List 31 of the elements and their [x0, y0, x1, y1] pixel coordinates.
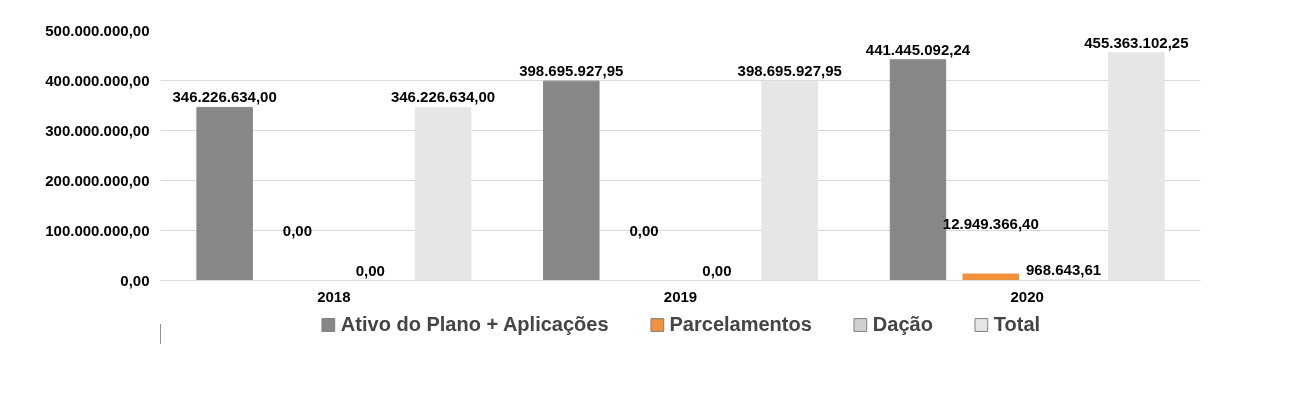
legend-label: Total — [993, 312, 1041, 336]
y-tick-label: 200.000.000,00 — [45, 171, 150, 189]
bar — [543, 80, 600, 281]
legend-label: Dação — [872, 312, 933, 336]
data-label: 0,00 — [702, 261, 732, 279]
bar — [414, 106, 472, 281]
bar — [196, 106, 253, 281]
x-tick-label: 2019 — [663, 287, 698, 305]
data-label: 441.445.092,24 — [865, 40, 971, 58]
bar — [962, 273, 1019, 281]
data-label: 346.226.634,00 — [390, 88, 496, 106]
y-tick-label: 100.000.000,00 — [45, 221, 150, 239]
data-label: 398.695.927,95 — [519, 62, 624, 80]
data-label: 455.363.102,25 — [1084, 33, 1189, 51]
y-tick-label: 500.000.000,00 — [45, 21, 150, 39]
x-tick-label: 2020 — [1010, 287, 1044, 305]
y-tick-label: 0,00 — [120, 271, 150, 289]
data-label: 12.949.366,40 — [942, 215, 1039, 233]
legend-label: Parcelamentos — [669, 312, 812, 336]
data-label: 0,00 — [355, 261, 385, 279]
y-tick-label: 300.000.000,00 — [45, 121, 150, 139]
data-label: 346.226.634,00 — [172, 88, 277, 106]
data-label: 0,00 — [282, 221, 313, 239]
bar — [761, 80, 818, 281]
data-label: 398.695.927,95 — [737, 62, 842, 80]
legend-label: Ativo do Plano + Aplicações — [340, 312, 609, 336]
data-label: 0,00 — [629, 221, 659, 239]
y-tick-label: 400.000.000,00 — [45, 71, 150, 89]
data-label: 968.643,61 — [1026, 261, 1102, 279]
bar — [1108, 52, 1165, 281]
x-tick-label: 2018 — [317, 287, 351, 305]
